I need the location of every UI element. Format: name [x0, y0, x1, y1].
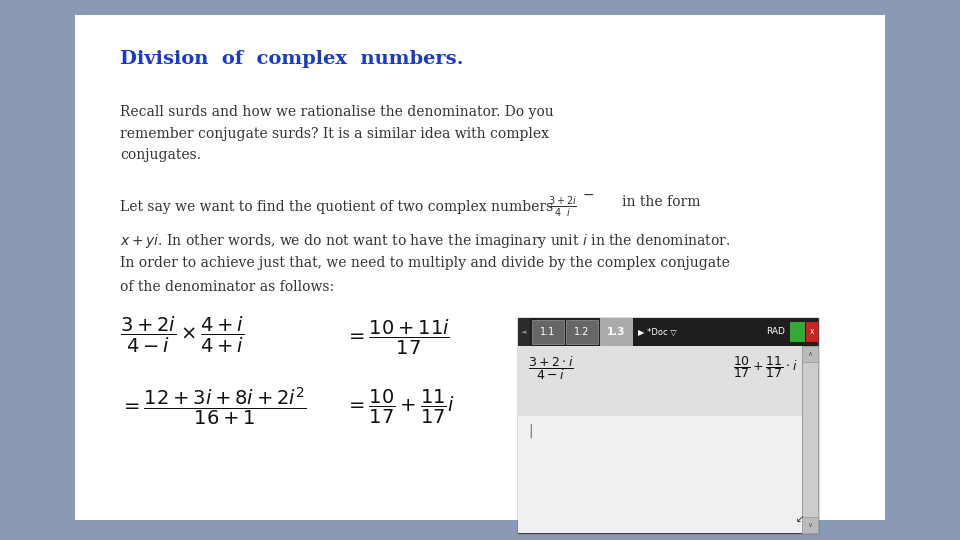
Text: ∧: ∧ [807, 351, 812, 357]
Bar [518, 346, 802, 416]
Text: in the form: in the form [622, 195, 701, 209]
Text: 1.3: 1.3 [607, 327, 625, 337]
Text: $\frac{3+2i}{4\ \ i}$: $\frac{3+2i}{4\ \ i}$ [548, 195, 577, 219]
Text: In order to achieve just that, we need to multiply and divide by the complex con: In order to achieve just that, we need t… [120, 256, 730, 270]
Bar [790, 322, 805, 342]
Text: Let say we want to find the quotient of two complex numbers: Let say we want to find the quotient of … [120, 200, 553, 214]
Bar [518, 346, 802, 533]
Text: 1.1: 1.1 [540, 327, 556, 337]
Text: $\dfrac{3+2\cdot i}{4-i}$: $\dfrac{3+2\cdot i}{4-i}$ [528, 354, 573, 382]
Text: of the denominator as follows:: of the denominator as follows: [120, 280, 334, 294]
Text: $=\dfrac{12+3i+8i+2i^2}{16+1}$: $=\dfrac{12+3i+8i+2i^2}{16+1}$ [120, 385, 307, 427]
Bar [802, 517, 818, 533]
Text: ∨: ∨ [807, 522, 812, 528]
Text: x: x [809, 327, 814, 336]
Bar [600, 318, 632, 346]
Bar [75, 15, 885, 520]
Text: Division  of  complex  numbers.: Division of complex numbers. [120, 50, 464, 68]
Bar [518, 318, 818, 533]
Text: ↗: ↗ [793, 510, 803, 520]
Text: $=\dfrac{10}{17}+\dfrac{11}{17}i$: $=\dfrac{10}{17}+\dfrac{11}{17}i$ [345, 388, 455, 426]
Bar [802, 346, 818, 362]
Text: ▶ *Doc ▽: ▶ *Doc ▽ [638, 327, 677, 336]
Bar [806, 322, 818, 342]
Text: Recall surds and how we rationalise the denominator. Do you
remember conjugate s: Recall surds and how we rationalise the … [120, 105, 554, 163]
Text: RAD: RAD [766, 327, 785, 336]
Text: $-$: $-$ [582, 187, 594, 201]
Bar [532, 320, 564, 344]
Text: $\dfrac{3+2i}{4-i}\times\dfrac{4+i}{4+i}$: $\dfrac{3+2i}{4-i}\times\dfrac{4+i}{4+i}… [120, 315, 244, 355]
Bar [802, 346, 818, 533]
Bar [518, 318, 530, 346]
Bar [518, 318, 818, 346]
Text: ◄: ◄ [521, 329, 527, 335]
Text: $=\dfrac{10+11i}{17}$: $=\dfrac{10+11i}{17}$ [345, 318, 450, 357]
Text: |: | [528, 424, 533, 438]
Text: $x+yi$. In other words, we do not want to have the imaginary unit $i$ in the den: $x+yi$. In other words, we do not want t… [120, 232, 731, 250]
Bar [566, 320, 598, 344]
Text: 1.2: 1.2 [574, 327, 589, 337]
Text: $\dfrac{10}{17}+\dfrac{11}{17}\cdot i$: $\dfrac{10}{17}+\dfrac{11}{17}\cdot i$ [733, 354, 798, 380]
